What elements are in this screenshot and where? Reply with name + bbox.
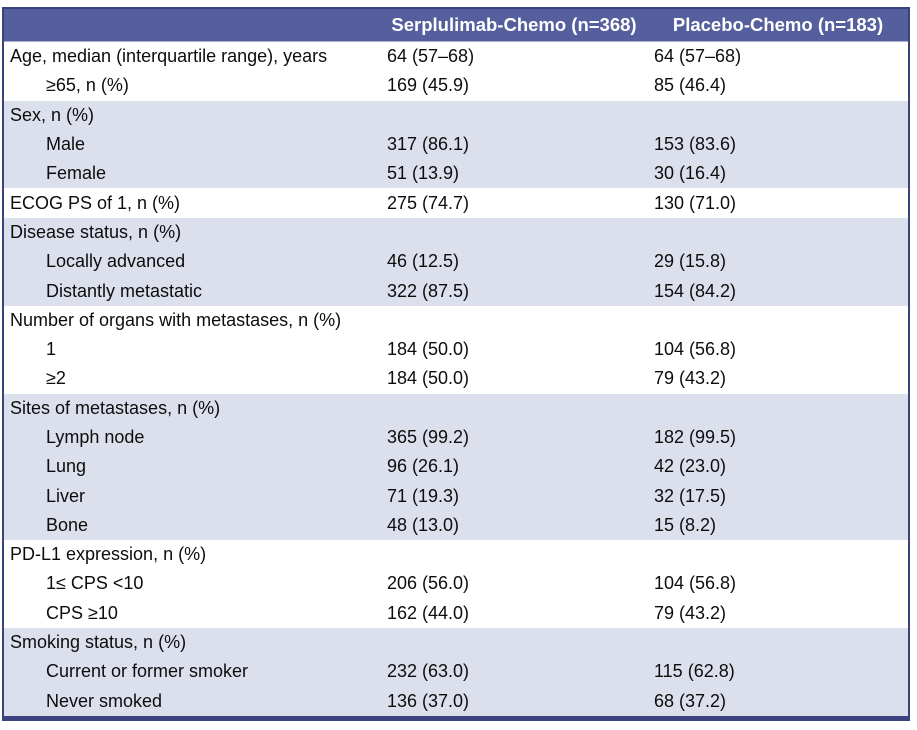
value-serplulimab-chemo: 169 (45.9): [387, 75, 470, 96]
table-row: ≥65, n (%) 169 (45.9) 85 (46.4): [4, 71, 908, 101]
table-row: Current or former smoker 232 (63.0) 115 (6…: [4, 657, 908, 687]
value-placebo-chemo: 64 (57–68): [654, 46, 742, 67]
row-label: Current or former smoker: [46, 661, 249, 682]
table-row: Age, median (interquartile range), years…: [4, 42, 908, 72]
table-row: Male 317 (86.1) 153 (83.6): [4, 129, 908, 160]
value-placebo-chemo: 79 (43.2): [654, 368, 727, 389]
row-label: Locally advanced: [46, 251, 186, 272]
table-row: 1≤ CPS <10 206 (56.0) 104 (56.8): [4, 569, 908, 599]
value-serplulimab-chemo: [380, 101, 648, 130]
row-label: Sites of metastases, n (%): [10, 397, 221, 418]
row-label: Disease status, n (%): [10, 221, 182, 242]
table-row: Distantly metastatic 322 (87.5) 154 (84.2): [4, 276, 908, 306]
value-placebo-chemo: 30 (16.4): [654, 163, 727, 184]
value-serplulimab-chemo: 136 (37.0): [387, 690, 470, 711]
value-placebo-chemo: 42 (23.0): [654, 456, 727, 477]
table-row: Number of organs with metastases, n (%): [4, 305, 908, 335]
value-serplulimab-chemo: 365 (99.2): [387, 427, 470, 447]
row-label: Smoking status, n (%): [10, 632, 187, 653]
value-placebo-chemo: [648, 540, 908, 569]
value-serplulimab-chemo: [380, 540, 648, 569]
row-label: CPS ≥10: [46, 602, 118, 623]
table-row: PD-L1 expression, n (%): [4, 540, 908, 570]
row-label: 1: [46, 339, 57, 360]
header-cell-characteristic: [4, 9, 380, 41]
table-row: Smoking status, n (%): [4, 627, 908, 658]
value-placebo-chemo: [648, 628, 908, 657]
row-label: ECOG PS of 1, n (%): [10, 192, 181, 213]
table-row: ≥2 184 (50.0) 79 (43.2): [4, 364, 908, 394]
table-row: ECOG PS of 1, n (%) 275 (74.7) 130 (71.0): [4, 188, 908, 218]
table-row: 1 184 (50.0) 104 (56.8): [4, 334, 908, 365]
row-label: Bone: [46, 514, 89, 535]
value-serplulimab-chemo: 48 (13.0): [387, 514, 460, 535]
row-label: Male: [46, 134, 86, 155]
value-serplulimab-chemo: 232 (63.0): [387, 661, 470, 682]
row-label: Sex, n (%): [10, 104, 95, 125]
row-label: PD-L1 expression, n (%): [10, 544, 207, 565]
value-placebo-chemo: 182 (99.5): [654, 427, 737, 447]
value-serplulimab-chemo: 184 (50.0): [387, 368, 470, 389]
value-serplulimab-chemo: 206 (56.0): [387, 573, 470, 594]
row-label: Age, median (interquartile range), years: [10, 46, 328, 67]
table-row: Sex, n (%): [4, 100, 908, 130]
table-row: Locally advanced 46 (12.5) 29 (15.8): [4, 247, 908, 277]
row-label: Female: [46, 163, 107, 184]
value-serplulimab-chemo: 71 (19.3): [387, 485, 460, 506]
value-placebo-chemo: 153 (83.6): [654, 134, 737, 155]
value-placebo-chemo: 85 (46.4): [654, 75, 727, 96]
value-placebo-chemo: 32 (17.5): [654, 485, 727, 506]
value-serplulimab-chemo: [380, 628, 648, 657]
value-serplulimab-chemo: 51 (13.9): [387, 163, 460, 184]
value-serplulimab-chemo: [380, 306, 648, 335]
value-placebo-chemo: 15 (8.2): [654, 514, 717, 535]
table-row: Liver 71 (19.3) 32 (17.5): [4, 481, 908, 511]
value-placebo-chemo: 130 (71.0): [654, 192, 737, 213]
value-placebo-chemo: 29 (15.8): [654, 251, 727, 272]
value-serplulimab-chemo: 96 (26.1): [387, 456, 460, 477]
value-serplulimab-chemo: 46 (12.5): [387, 251, 460, 272]
table-row: Female 51 (13.9) 30 (16.4): [4, 159, 908, 189]
value-serplulimab-chemo: [380, 218, 648, 247]
table-header-row: Serplulimab-Chemo (n=368) Placebo-Chemo …: [4, 9, 908, 42]
table-row: Disease status, n (%): [4, 217, 908, 248]
row-label: 1≤ CPS <10: [46, 573, 144, 594]
table-row: Bone 48 (13.0) 15 (8.2): [4, 510, 908, 541]
header-cell-placebo-chemo: Placebo-Chemo (n=183): [672, 14, 884, 35]
table-row: Never smoked 136 (37.0) 68 (37.2): [4, 686, 908, 716]
value-placebo-chemo: [648, 394, 908, 423]
table-row: Lymph node 365 (99.2) 182 (99.5): [4, 422, 908, 453]
row-label: Lung: [46, 456, 87, 477]
value-placebo-chemo: [648, 218, 908, 247]
row-label: Never smoked: [46, 690, 163, 711]
value-placebo-chemo: [648, 306, 908, 335]
row-label: ≥65, n (%): [46, 75, 129, 96]
row-label: ≥2: [46, 368, 66, 389]
value-placebo-chemo: 154 (84.2): [654, 280, 737, 301]
table-row: Lung 96 (26.1) 42 (23.0): [4, 452, 908, 482]
table-row: Sites of metastases, n (%): [4, 393, 908, 423]
value-placebo-chemo: 68 (37.2): [654, 690, 727, 711]
row-label: Number of organs with metastases, n (%): [10, 309, 342, 330]
value-placebo-chemo: 79 (43.2): [654, 602, 727, 623]
row-label: Distantly metastatic: [46, 280, 203, 301]
header-cell-serplulimab-chemo: Serplulimab-Chemo (n=368): [391, 14, 637, 35]
table-row: CPS ≥10 162 (44.0) 79 (43.2): [4, 598, 908, 628]
row-label: Liver: [46, 485, 86, 506]
value-placebo-chemo: [648, 101, 908, 130]
value-placebo-chemo: 115 (62.8): [654, 661, 735, 682]
baseline-characteristics-table: Serplulimab-Chemo (n=368) Placebo-Chemo …: [2, 7, 910, 721]
value-placebo-chemo: 104 (56.8): [654, 573, 737, 594]
value-placebo-chemo: 104 (56.8): [654, 339, 737, 360]
value-serplulimab-chemo: 64 (57–68): [387, 46, 475, 67]
value-serplulimab-chemo: 275 (74.7): [387, 192, 470, 213]
row-label: Lymph node: [46, 427, 145, 447]
value-serplulimab-chemo: 184 (50.0): [387, 339, 470, 360]
value-serplulimab-chemo: 317 (86.1): [387, 134, 470, 155]
value-serplulimab-chemo: 162 (44.0): [387, 602, 470, 623]
value-serplulimab-chemo: [380, 394, 648, 423]
value-serplulimab-chemo: 322 (87.5): [387, 280, 470, 301]
table-body: Age, median (interquartile range), years…: [4, 42, 908, 716]
